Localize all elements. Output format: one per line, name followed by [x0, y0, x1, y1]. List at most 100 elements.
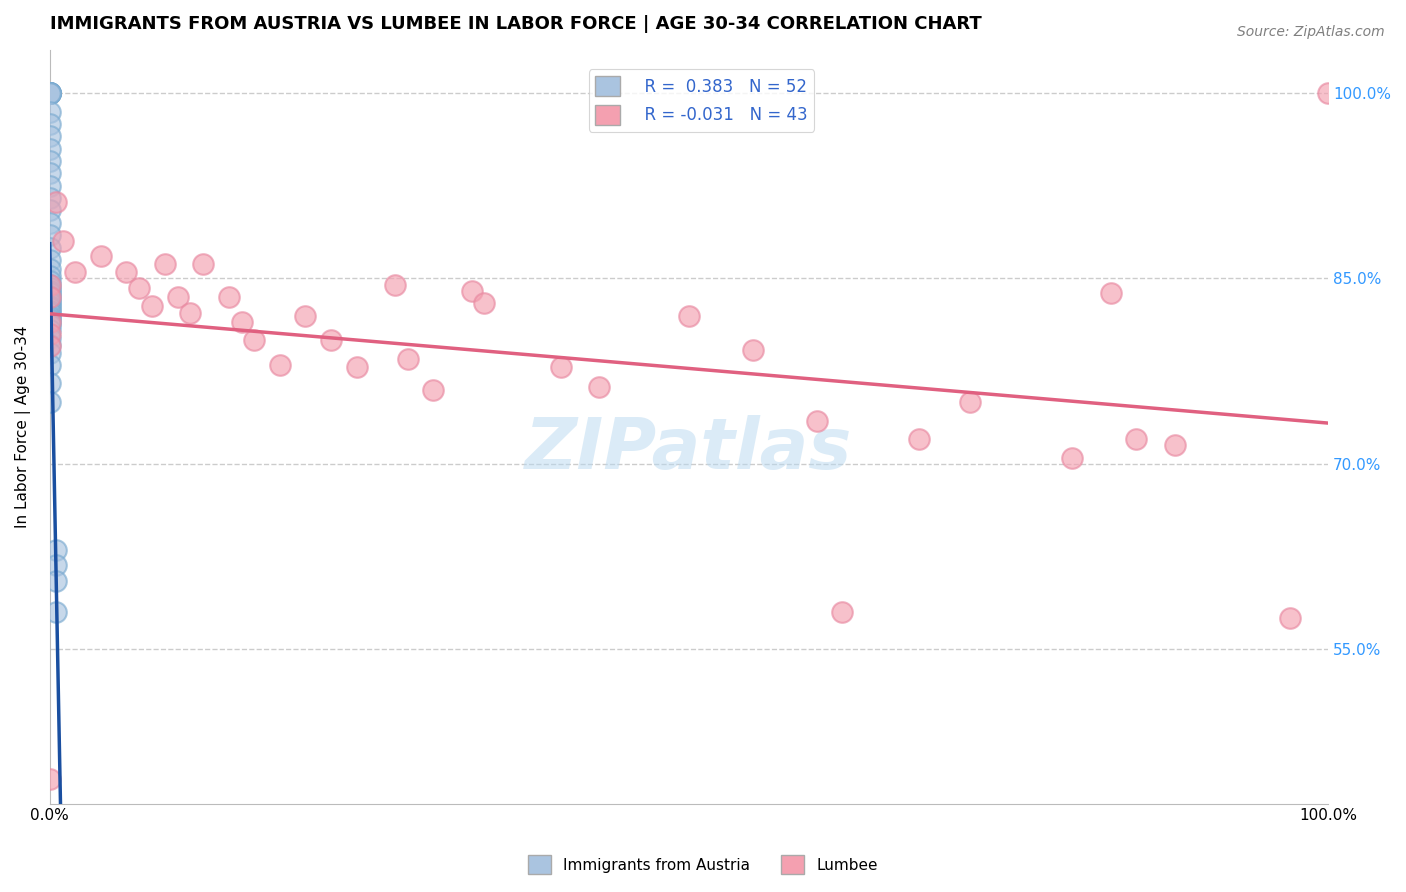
Point: [38, 299, 60, 313]
Point: [38, 191, 60, 205]
Point: [38, 338, 60, 352]
Point: [38, 326, 60, 341]
Point: [38, 296, 60, 310]
Point: [38, 318, 60, 333]
Point: [65, 265, 87, 279]
Point: [831, 605, 853, 619]
Point: [678, 309, 700, 323]
Point: [38, 86, 60, 100]
Point: [141, 299, 163, 313]
Point: [45, 574, 67, 589]
Point: [38, 166, 60, 180]
Point: [45, 558, 67, 573]
Point: [38, 301, 60, 315]
Point: [38, 86, 60, 100]
Point: [191, 257, 214, 271]
Point: [38, 376, 60, 391]
Legend:   R =  0.383   N = 52,   R = -0.031   N = 43: R = 0.383 N = 52, R = -0.031 N = 43: [589, 70, 814, 132]
Text: Source: ZipAtlas.com: Source: ZipAtlas.com: [1237, 25, 1385, 39]
Point: [1164, 438, 1187, 452]
Point: [38, 86, 60, 100]
Point: [179, 306, 201, 320]
Text: IMMIGRANTS FROM AUSTRIA VS LUMBEE IN LABOR FORCE | AGE 30-34 CORRELATION CHART: IMMIGRANTS FROM AUSTRIA VS LUMBEE IN LAB…: [49, 15, 981, 33]
Point: [153, 257, 176, 271]
Point: [1099, 286, 1122, 301]
Point: [1278, 611, 1301, 625]
Point: [90, 249, 112, 263]
Point: [38, 395, 60, 409]
Point: [38, 228, 60, 243]
Y-axis label: In Labor Force | Age 30-34: In Labor Force | Age 30-34: [15, 326, 31, 528]
Point: [550, 360, 572, 375]
Point: [38, 274, 60, 288]
Point: [38, 286, 60, 301]
Point: [38, 86, 60, 100]
Point: [460, 284, 482, 298]
Point: [806, 413, 828, 427]
Point: [319, 333, 342, 347]
Point: [38, 281, 60, 295]
Point: [38, 291, 60, 305]
Point: [38, 339, 60, 353]
Point: [218, 290, 240, 304]
Point: [294, 309, 316, 323]
Point: [38, 289, 60, 303]
Point: [243, 333, 266, 347]
Point: [115, 265, 138, 279]
Point: [38, 104, 60, 119]
Point: [346, 360, 368, 375]
Point: [396, 351, 419, 366]
Point: [38, 252, 60, 267]
Point: [38, 277, 60, 292]
Point: [38, 284, 60, 298]
Point: [38, 261, 60, 276]
Legend: Immigrants from Austria, Lumbee: Immigrants from Austria, Lumbee: [522, 849, 884, 880]
Point: [38, 241, 60, 255]
Point: [231, 315, 253, 329]
Point: [38, 323, 60, 337]
Point: [474, 296, 496, 310]
Point: [38, 306, 60, 320]
Point: [1125, 432, 1147, 446]
Point: [38, 293, 60, 308]
Point: [38, 315, 60, 329]
Point: [38, 203, 60, 218]
Point: [51, 235, 73, 249]
Point: [38, 345, 60, 359]
Point: [38, 303, 60, 318]
Point: [38, 268, 60, 283]
Point: [45, 543, 67, 558]
Point: [38, 216, 60, 230]
Point: [38, 129, 60, 144]
Point: [38, 86, 60, 100]
Point: [45, 605, 67, 619]
Text: ZIPatlas: ZIPatlas: [526, 415, 852, 483]
Point: [1062, 450, 1084, 465]
Point: [38, 86, 60, 100]
Point: [422, 383, 444, 397]
Point: [38, 310, 60, 325]
Point: [38, 772, 60, 786]
Point: [166, 290, 188, 304]
Point: [38, 86, 60, 100]
Point: [38, 117, 60, 131]
Point: [384, 277, 406, 292]
Point: [38, 277, 60, 292]
Point: [45, 194, 67, 209]
Point: [38, 331, 60, 345]
Point: [38, 178, 60, 193]
Point: [959, 395, 981, 409]
Point: [908, 432, 931, 446]
Point: [38, 309, 60, 323]
Point: [38, 290, 60, 304]
Point: [38, 142, 60, 156]
Point: [741, 343, 763, 358]
Point: [38, 154, 60, 169]
Point: [38, 316, 60, 330]
Point: [588, 380, 610, 394]
Point: [38, 86, 60, 100]
Point: [38, 313, 60, 327]
Point: [269, 358, 291, 372]
Point: [1317, 86, 1340, 100]
Point: [38, 358, 60, 372]
